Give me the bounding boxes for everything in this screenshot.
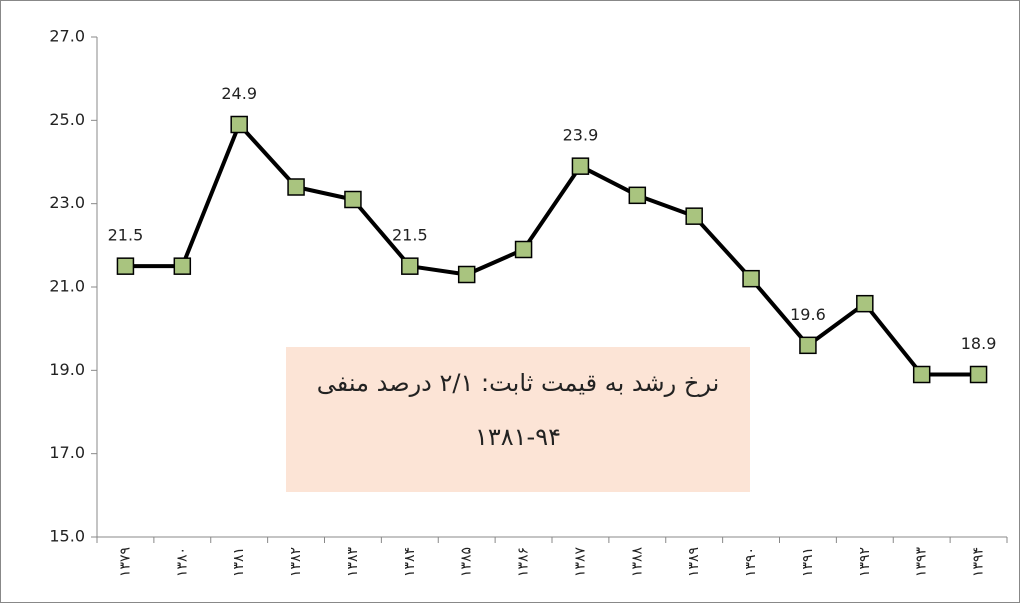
marker xyxy=(856,294,874,313)
y-tick-label: 25.0 xyxy=(49,110,85,129)
x-tick-label: ۱۳۹۲ xyxy=(857,547,873,577)
marker xyxy=(344,190,362,209)
x-tick-label: ۱۳۹۳ xyxy=(914,547,930,578)
annotation-box xyxy=(286,347,750,492)
x-tick-label: ۱۳۸۶ xyxy=(516,547,532,577)
annotation: نرخ رشد به قیمت ثابت: ۲/۱ درصد منفی xyxy=(317,369,720,397)
y-tick-label: 23.0 xyxy=(49,193,85,212)
x-tick-label: ۱۳۸۹ xyxy=(686,547,702,577)
x-tick-label: ۱۳۸۷ xyxy=(572,547,588,578)
data-label: 18.9 xyxy=(961,334,997,353)
marker xyxy=(969,365,988,384)
x-tick-label: ۱۳۹۰ xyxy=(743,547,759,577)
x-tick-label: ۱۳۸۵ xyxy=(459,547,475,577)
data-label: 24.9 xyxy=(221,84,257,103)
line xyxy=(125,122,979,377)
marker xyxy=(457,265,476,284)
x-tick-label: ۱۳۸۴ xyxy=(402,547,418,577)
data-label: 21.5 xyxy=(392,226,428,245)
x-tick-label: ۱۳۸۸ xyxy=(629,547,645,578)
annotation: ۱۳۸۱-۹۴ xyxy=(475,423,561,451)
marker xyxy=(116,257,135,275)
data-label: 19.6 xyxy=(790,305,826,324)
y-tick-label: 15.0 xyxy=(49,527,85,546)
marker xyxy=(799,336,817,355)
marker xyxy=(230,115,248,134)
x-tick-label: ۱۳۸۱ xyxy=(231,547,247,577)
data-label: 23.9 xyxy=(563,126,599,145)
y-tick-label: 27.0 xyxy=(49,27,85,46)
x-tick-label: ۱۳۸۲ xyxy=(288,547,304,577)
marker xyxy=(571,157,590,175)
x-tick-label: ۱۳۹۱ xyxy=(800,547,816,577)
x-tick-label: ۱۳۸۰ xyxy=(174,547,190,577)
marker xyxy=(514,240,533,259)
y-tick-label: 21.0 xyxy=(49,277,85,296)
x-tick-label: ۱۳۸۳ xyxy=(345,547,361,578)
marker xyxy=(401,257,419,275)
marker xyxy=(173,257,192,275)
y-tick-label: 17.0 xyxy=(49,443,85,462)
x-tick-label: ۱۳۷۹ xyxy=(117,547,133,577)
marker xyxy=(628,186,647,205)
data-label: 21.5 xyxy=(108,226,144,245)
y-tick-label: 19.0 xyxy=(49,360,85,379)
x-tick-label: ۱۳۹۴ xyxy=(971,547,987,577)
marker xyxy=(912,365,931,384)
marker xyxy=(742,269,760,288)
marker xyxy=(685,207,703,225)
marker xyxy=(287,178,305,196)
